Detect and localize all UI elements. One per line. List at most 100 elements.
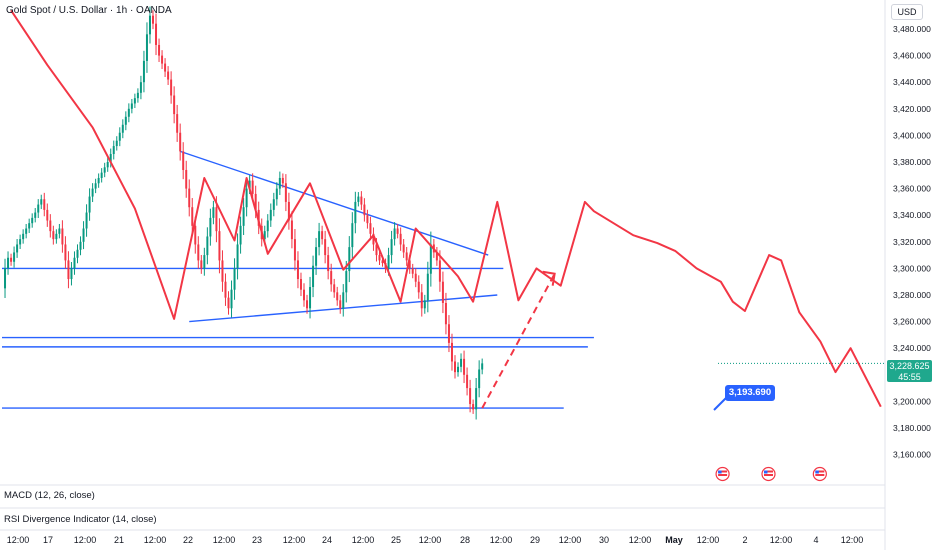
candle-body [369,223,372,234]
candle-body [76,249,79,258]
candle-body [242,207,245,226]
price-tick-label: 3,440.000 [893,77,931,87]
candle-body [342,292,345,309]
candle-body [450,342,453,362]
candle-body [266,220,269,232]
candle-body [423,300,426,309]
candle-body [194,225,197,245]
candle-body [52,231,55,240]
candle-body [457,366,460,373]
last-price-value: 3,228.625 [889,361,930,371]
candle-body [118,132,121,141]
candle-body [351,223,354,248]
candle-body [37,204,40,213]
candle-body [173,95,176,115]
time-tick-label: 12:00 [490,535,513,545]
candle-body [127,108,130,117]
time-tick-label: 25 [391,535,401,545]
candle-body [82,228,85,242]
candle-body [191,207,194,226]
candle-body [469,388,472,405]
last-price-badge: 3,228.625 45:55 [887,360,932,382]
candle-body [64,244,67,261]
candle-body [417,281,420,293]
candle-body [28,223,31,229]
candle-body [275,188,278,200]
candle-body [185,169,188,189]
price-tick-label: 3,320.000 [893,237,931,247]
bar-countdown: 45:55 [898,372,921,382]
candle-body [164,63,167,72]
candle-body [441,281,444,303]
candle-body [405,252,408,261]
currency-selector[interactable]: USD [891,4,923,20]
price-tick-label: 3,240.000 [893,343,931,353]
candle-body [466,374,469,389]
price-tick-label: 3,380.000 [893,157,931,167]
candle-body [209,217,212,237]
candle-body [272,199,275,210]
candle-body [31,217,34,224]
candle-body [363,204,366,216]
candle-body [366,215,369,224]
candle-body [408,260,411,269]
candle-body [330,271,333,285]
projection-dash [481,273,556,409]
candle-body [79,241,82,250]
time-tick-label: 12:00 [7,535,30,545]
candle-body [58,228,61,234]
time-tick-label: 12:00 [559,535,582,545]
candle-body [200,260,203,269]
candle-body [360,196,363,205]
time-tick-label: 23 [252,535,262,545]
us-flag-icon [715,466,730,482]
candle-body [414,273,417,282]
candle-body [375,244,378,256]
candle-body [67,260,70,280]
chart-title: Gold Spot / U.S. Dollar · 1h · OANDA [6,5,172,16]
price-axis: 3,480.000 3,460.000 3,440.000 3,420.000 3,40… [884,0,932,550]
candle-body [299,279,302,290]
candle-body [106,162,109,168]
candle-body [481,363,484,370]
time-tick-label: 21 [114,535,124,545]
candle-body [13,252,16,262]
zigzag-line [10,9,882,408]
candle-body [34,212,37,218]
us-flag-icon [761,466,776,482]
candle-body [188,188,191,208]
price-tick-label: 3,300.000 [893,263,931,273]
rsi-indicator-label[interactable]: RSI Divergence Indicator (14, close) [4,514,157,525]
candle-body [438,260,441,282]
candle-body [348,247,351,272]
candle-body [378,255,381,261]
candle-body [103,167,106,173]
time-tick-label: 12:00 [770,535,793,545]
price-tick-label: 3,480.000 [893,24,931,34]
time-tick-label: 30 [599,535,609,545]
event-markers [715,466,827,482]
candle-body [61,228,64,245]
time-tick-label: 12:00 [419,535,442,545]
time-tick-label: 12:00 [74,535,97,545]
candle-body [381,260,384,264]
candle-body [454,361,456,373]
candle-body [278,177,281,189]
candle-body [136,92,139,99]
candle-body [19,239,22,245]
candle-body [327,255,330,272]
candle-body [115,140,118,147]
price-tick-label: 3,340.000 [893,210,931,220]
candle-body [40,199,43,205]
candle-body [333,284,336,293]
candle-body [303,289,305,301]
macd-indicator-label[interactable]: MACD (12, 26, close) [4,490,95,501]
candle-body [91,188,94,197]
time-tick-label: 28 [460,535,470,545]
time-tick-label: 12:00 [283,535,306,545]
candle-body [145,34,148,61]
candle-body [254,193,257,210]
candle-body [167,71,170,80]
